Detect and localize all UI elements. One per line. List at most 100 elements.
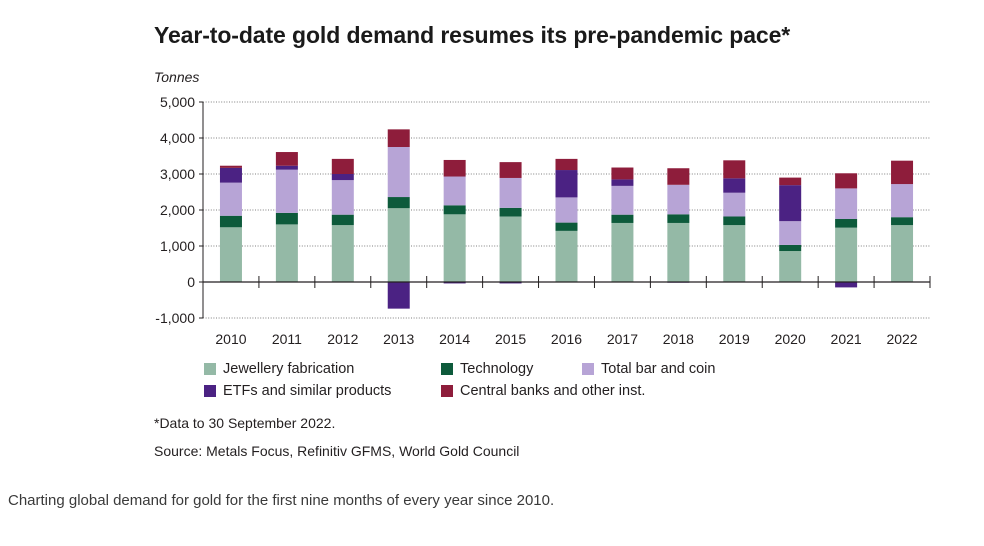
bar-segment (555, 197, 578, 223)
bar-segment (723, 225, 746, 282)
bar-segment (387, 208, 410, 282)
legend-swatch (204, 363, 216, 375)
y-axis-ticks: -1,000 0 1,000 2,000 3,000 4,000 5,000 (155, 94, 204, 326)
bar-segment (611, 167, 634, 180)
chart-title: Year-to-date gold demand resumes its pre… (154, 22, 791, 48)
bar-segment (555, 222, 578, 231)
bar-segment (275, 165, 298, 170)
x-tick-label: 2013 (383, 331, 414, 347)
bar-segment (275, 169, 298, 213)
bar-segment (611, 179, 634, 186)
legend-label: Total bar and coin (601, 361, 716, 377)
bar-segment (611, 214, 634, 223)
legend-item-etfs: ETFs and similar products (204, 383, 391, 399)
footnote: *Data to 30 September 2022. (154, 415, 336, 431)
y-tick-label: 1,000 (160, 238, 195, 254)
legend-label: ETFs and similar products (223, 383, 392, 399)
bar-segment-negative (499, 282, 522, 284)
source-note: Source: Metals Focus, Refinitiv GFMS, Wo… (154, 443, 520, 459)
bar-segment (443, 159, 466, 177)
bar-segment-negative (443, 282, 466, 284)
x-tick-label: 2010 (215, 331, 246, 347)
x-tick-label: 2012 (327, 331, 358, 347)
bar-segment (835, 227, 858, 282)
bar-segment (723, 216, 746, 226)
bar-segment (835, 219, 858, 228)
legend-item-central-banks: Central banks and other inst. (441, 383, 645, 399)
bar-segment (275, 212, 298, 225)
bar-segment (611, 185, 634, 215)
bar-segment (555, 230, 578, 282)
bar-segment (779, 185, 802, 222)
legend-swatch (441, 363, 453, 375)
bar-segment (219, 165, 242, 168)
bar-segment (499, 177, 522, 208)
bar-segment (443, 214, 466, 282)
bar-segment (443, 205, 466, 215)
legend-item-technology: Technology (441, 361, 533, 377)
bar-segment (275, 152, 298, 166)
bar-segment (443, 176, 466, 206)
bar-segment-negative (835, 282, 858, 288)
x-tick-label: 2019 (719, 331, 750, 347)
bar-segment (835, 173, 858, 189)
grid-lines (203, 101, 930, 319)
x-tick-label: 2015 (495, 331, 526, 347)
legend-swatch (204, 385, 216, 397)
bar-segment (723, 192, 746, 217)
bar-segment (723, 178, 746, 193)
bar-segment (555, 170, 578, 198)
bar-segment (331, 174, 354, 181)
legend-item-jewellery: Jewellery fabrication (204, 361, 354, 377)
bar-segment (779, 251, 802, 282)
legend-swatch (441, 385, 453, 397)
legend-label: Jewellery fabrication (223, 361, 355, 377)
x-axis (203, 276, 931, 288)
legend-item-bar-and-coin: Total bar and coin (582, 361, 715, 377)
legend-label: Central banks and other inst. (460, 383, 646, 399)
bar-segment (779, 177, 802, 186)
bar-segment (331, 180, 354, 215)
legend-label: Technology (460, 361, 534, 377)
bar-segment (387, 197, 410, 209)
bar-segment-negative (387, 282, 410, 309)
bar-segment (331, 225, 354, 282)
y-tick-label: -1,000 (155, 310, 195, 326)
x-tick-label: 2022 (886, 331, 917, 347)
x-tick-label: 2018 (663, 331, 694, 347)
y-axis-unit-label: Tonnes (154, 69, 199, 85)
x-tick-label: 2017 (607, 331, 638, 347)
x-axis-ticks: 2010 2011 2012 2013 2014 2015 2016 2017 2018 2019… (215, 331, 917, 347)
legend-swatch (582, 363, 594, 375)
y-tick-label: 2,000 (160, 202, 195, 218)
x-tick-label: 2011 (272, 331, 302, 347)
x-tick-label: 2014 (439, 331, 470, 347)
image-caption: Charting global demand for gold for the … (8, 492, 555, 509)
bar-segment (387, 147, 410, 198)
bar-segment (331, 214, 354, 226)
bar-segment (779, 221, 802, 245)
bar-segment (219, 215, 242, 228)
bar-segment (219, 167, 242, 183)
bar-segment (891, 225, 914, 282)
bar-segment (835, 188, 858, 219)
x-tick-label: 2016 (551, 331, 582, 347)
bar-segment (667, 168, 690, 185)
bar-segment (275, 224, 298, 282)
y-tick-label: 3,000 (160, 166, 195, 182)
bar-segment (667, 222, 690, 282)
bar-segment (667, 184, 690, 215)
bar-segment (891, 217, 914, 226)
bar-segment (555, 158, 578, 171)
bar-segment (499, 162, 522, 178)
bar-segment (891, 184, 914, 218)
bar-segment (331, 158, 354, 174)
bar-segment (219, 227, 242, 282)
x-tick-label: 2020 (775, 331, 806, 347)
bar-segment (779, 244, 802, 252)
bar-segment (219, 182, 242, 216)
y-tick-label: 4,000 (160, 130, 195, 146)
bar-segment (611, 222, 634, 282)
bars (219, 129, 914, 309)
